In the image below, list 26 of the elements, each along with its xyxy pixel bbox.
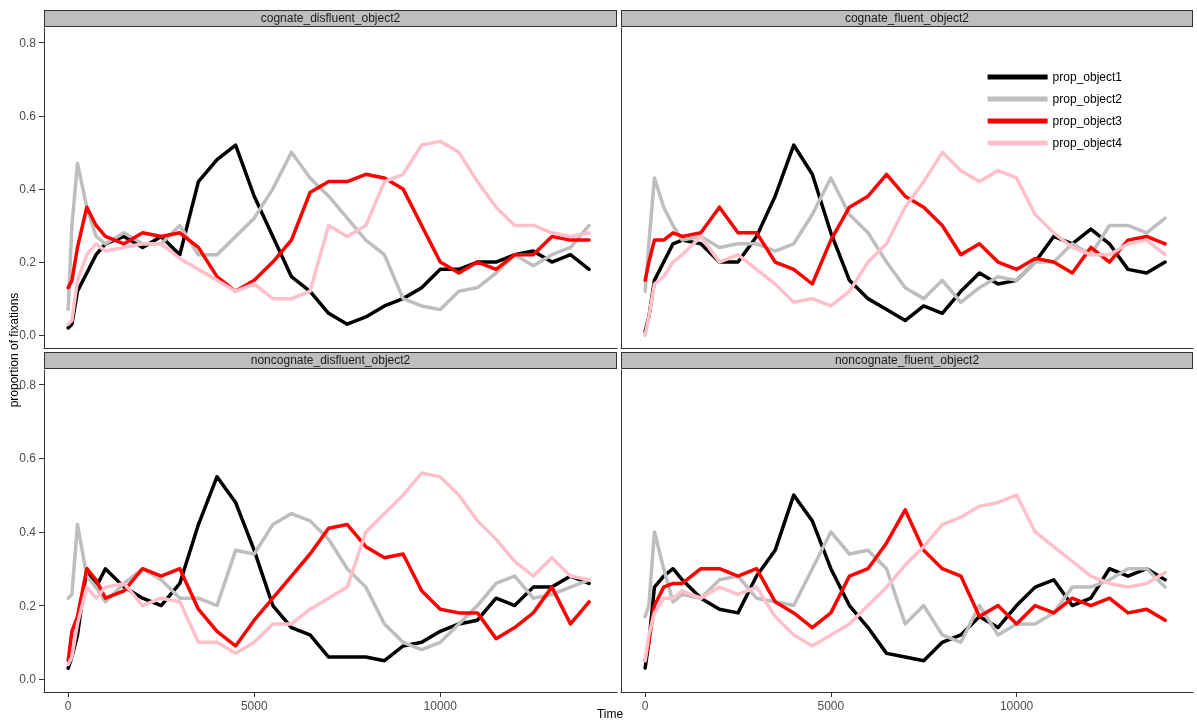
y-tick-label: 0.6 [19,451,37,466]
y-tick-label: 0.4 [19,524,37,539]
x-tick-label: 10000 [423,699,458,713]
x-axis-title: Time [596,707,624,721]
x-tick-label: 10000 [999,699,1034,713]
x-tick-label: 5000 [240,699,268,713]
y-tick-label: 0.6 [19,108,37,123]
x-tick-label: 5000 [817,699,845,713]
x-tick-label: 0 [64,699,72,713]
chart-title: cognate_disfluent_object2 [44,10,617,27]
y-tick-label: 0.4 [19,181,37,196]
y-tick-label: 0.2 [19,598,37,613]
chart-title: noncognate_fluent_object2 [621,352,1193,369]
y-tick-label: 0.0 [19,328,37,343]
y-tick-label: 0.8 [19,377,37,392]
x-tick-label: 0 [641,699,649,713]
chart-title: cognate_fluent_object2 [621,10,1193,27]
legend-label: prop_object2 [1052,92,1123,106]
legend-label: prop_object4 [1052,136,1123,150]
y-tick-label: 0.8 [19,35,37,50]
y-axis-title: proportion of fixations [7,292,21,408]
legend-label: prop_object1 [1052,70,1123,84]
y-tick-label: 0.0 [19,672,37,687]
legend-label: prop_object3 [1052,114,1123,128]
chart-title: noncognate_disfluent_object2 [44,352,617,369]
y-tick-label: 0.2 [19,255,37,270]
